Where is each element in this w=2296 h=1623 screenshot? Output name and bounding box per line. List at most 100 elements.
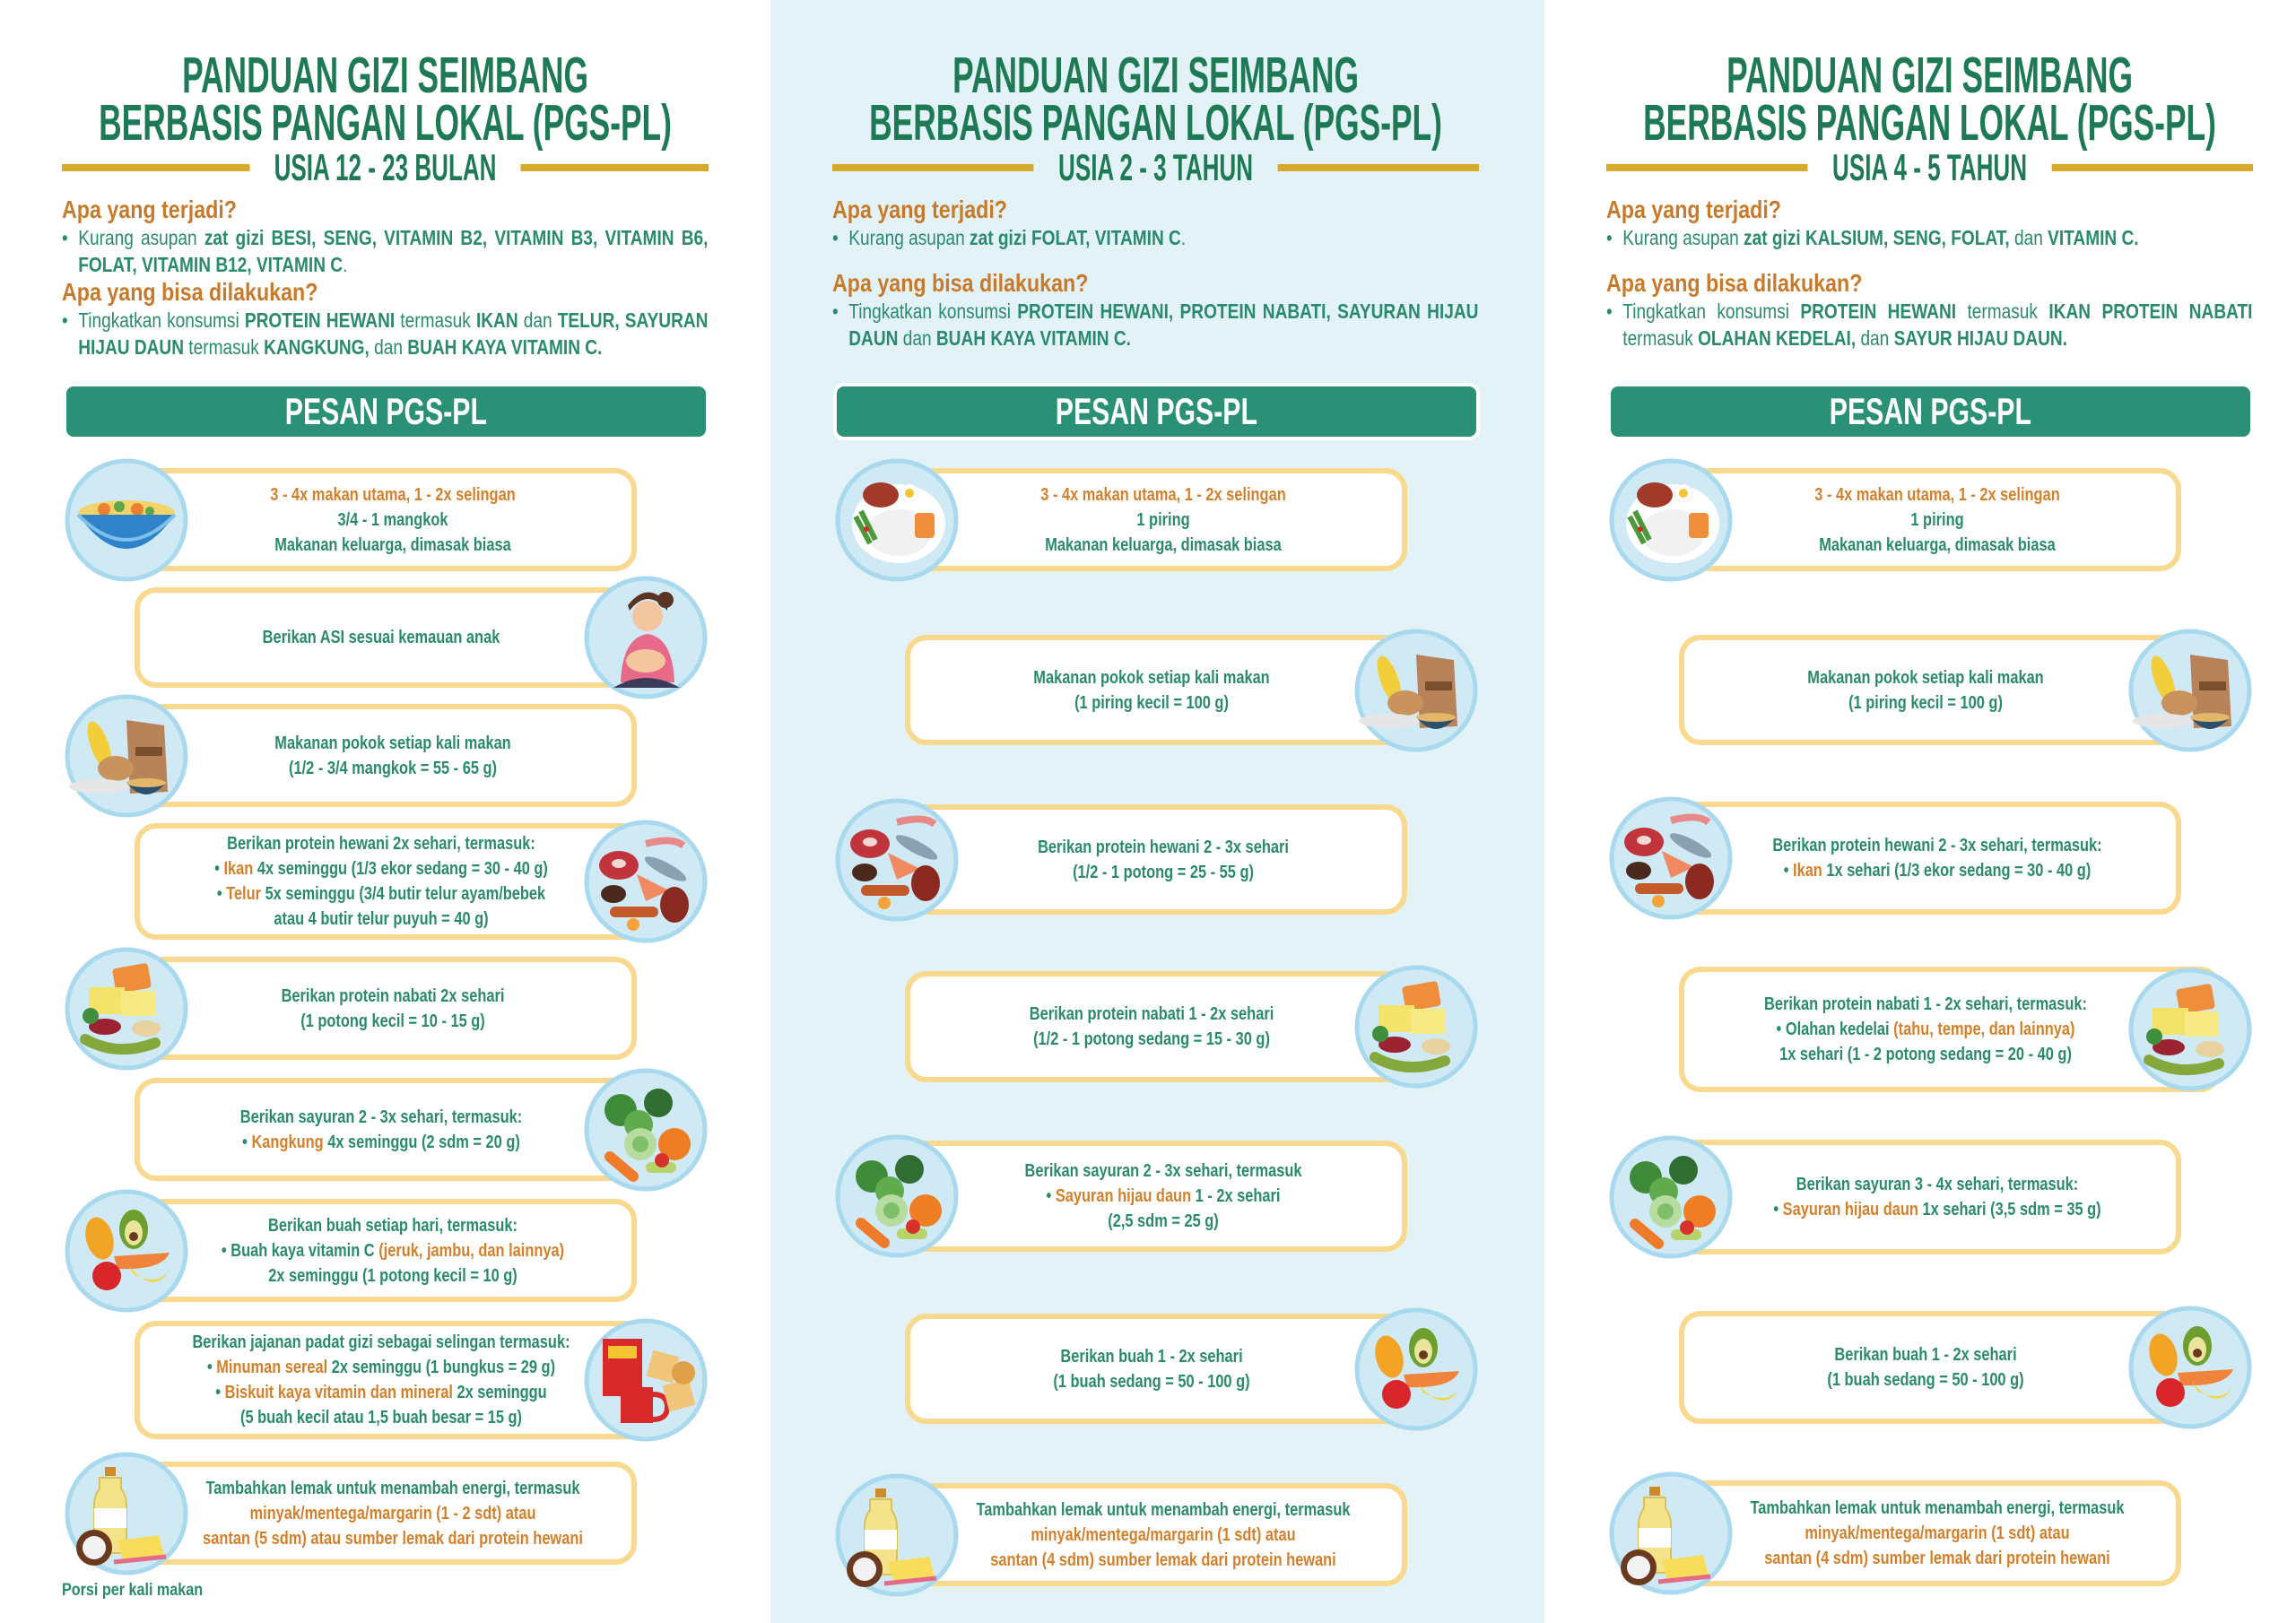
card-text: Tambahkan lemak untuk menambah energi, t… (1720, 1496, 2154, 1571)
answer-what-to-do: • Tingkatkan konsumsi PROTEIN HEWANI term… (62, 307, 708, 360)
text-segment: Berikan buah 1 - 2x sehari (1834, 1345, 2017, 1365)
text-segment: BUAH KAYA VITAMIN C. (407, 335, 603, 359)
card-text: Berikan sayuran 2 - 3x sehari, termasuk:… (164, 1105, 598, 1155)
text-segment: Ikan (223, 859, 254, 879)
text-segment: Kurang asupan (1622, 226, 1744, 249)
text-segment: Kangkung (251, 1132, 324, 1152)
text-segment: (2,5 sdm = 25 g) (1107, 1211, 1219, 1231)
answer-what-to-do: • Tingkatkan konsumsi PROTEIN HEWANI term… (1606, 298, 2252, 352)
text-segment: santan (4 sdm) sumber lemak dari protein… (989, 1549, 1336, 1570)
pesan-header-bar: PESAN PGS-PL (66, 386, 706, 437)
text-segment: (5 buah kecil atau 1,5 buah besar = 15 g… (239, 1408, 522, 1428)
card-text: Berikan protein hewani 2 - 3x sehari (1/2… (946, 835, 1380, 885)
card-line: • Buah kaya vitamin C (jeruk, jambu, dan… (176, 1238, 610, 1263)
text-segment: • (242, 1132, 252, 1152)
card-line: • Ikan 4x seminggu (1/3 ekor sedang = 30… (164, 856, 598, 881)
text-segment: PROTEIN HEWANI (244, 308, 396, 332)
plant-protein-icon (64, 946, 189, 1072)
meal-plate-icon (834, 457, 960, 583)
text-segment: 1 piring (1909, 509, 1964, 530)
age-range-row: USIA 2 - 3 TAHUN (832, 146, 1480, 188)
card-line: santan (4 sdm) sumber lemak dari protein… (946, 1548, 1380, 1573)
card-line: Berikan ASI sesuai kemauan anak (164, 625, 598, 650)
text-segment: KANGKUNG, (264, 335, 370, 359)
column-2-3-years: PANDUAN GIZI SEIMBANG BERBASIS PANGAN LOK… (770, 0, 1544, 1623)
card-line: (1/2 - 3/4 mangkok = 55 - 65 g) (176, 756, 610, 781)
text-segment: termasuk (1956, 299, 2049, 323)
message-card-staple-food: Makanan pokok setiap kali makan (1/2 - 3/… (99, 704, 637, 807)
text-segment: dan (517, 308, 558, 332)
card-line: Berikan protein hewani 2x sehari, termas… (164, 831, 598, 856)
text-segment: Berikan ASI sesuai kemauan anak (262, 628, 500, 647)
gold-divider (62, 164, 250, 171)
card-line: Berikan jajanan padat gizi sebagai selin… (164, 1330, 598, 1355)
card-line: Makanan pokok setiap kali makan (935, 665, 1369, 690)
text-segment: santan (5 sdm) atau sumber lemak dari pr… (202, 1528, 583, 1549)
text-segment: Berikan jajanan padat gizi sebagai selin… (192, 1332, 570, 1352)
card-line: 1x sehari (1 - 2 potong sedang = 20 - 40… (1709, 1042, 2143, 1067)
card-line: santan (5 sdm) atau sumber lemak dari pr… (176, 1526, 610, 1551)
vegetables-icon (583, 1067, 709, 1193)
breastfeeding-mother-icon (583, 575, 709, 700)
snacks-icon (583, 1317, 709, 1443)
column-4-5-years: PANDUAN GIZI SEIMBANG BERBASIS PANGAN LOK… (1544, 0, 2296, 1623)
card-line: 1 piring (1720, 508, 2154, 533)
message-card-vegetables: Berikan sayuran 3 - 4x sehari, termasuk:… (1643, 1140, 2181, 1254)
text-segment: Biskuit kaya vitamin dan mineral (224, 1383, 453, 1402)
title-line-2: BERBASIS PANGAN LOKAL (PGS-PL) (99, 94, 672, 152)
card-text: Berikan protein hewani 2 - 3x sehari, te… (1720, 833, 2154, 883)
text-segment: Berikan protein hewani 2 - 3x sehari (1037, 837, 1289, 857)
card-text: Berikan protein nabati 1 - 2x sehari (1/2… (935, 1002, 1369, 1052)
gold-divider (2051, 164, 2254, 171)
staple-food-icon (1353, 628, 1479, 753)
text-segment: Kurang asupan (848, 226, 970, 249)
text-segment: 4x seminggu (2 sdm = 20 g) (323, 1132, 520, 1152)
question-what-happened: Apa yang terjadi? (62, 195, 237, 223)
pesan-label: PESAN PGS-PL (284, 390, 488, 432)
card-line: Berikan protein hewani 2 - 3x sehari (946, 835, 1380, 860)
fats-icon (1608, 1471, 1734, 1596)
card-line: Berikan buah setiap hari, termasuk: (176, 1213, 610, 1238)
animal-protein-icon (834, 797, 960, 923)
text-segment: dan (369, 335, 408, 359)
staple-food-icon (2127, 628, 2253, 753)
question-what-to-do: Apa yang bisa dilakukan? (1606, 269, 1863, 297)
question-what-to-do: Apa yang bisa dilakukan? (62, 278, 318, 306)
text-segment: Berikan sayuran 2 - 3x sehari, termasuk (1023, 1161, 1302, 1181)
staple-food-icon (64, 693, 189, 819)
text-segment: 2x seminggu (452, 1383, 547, 1402)
card-line: Berikan protein nabati 1 - 2x sehari, te… (1709, 992, 2143, 1017)
text-segment: 1x sehari (1/3 ekor sedang = 30 - 40 g) (1822, 861, 2091, 881)
text-segment: zat gizi FOLAT, VITAMIN C (970, 226, 1181, 249)
text-segment: • (1783, 861, 1793, 881)
text-segment: (1 potong kecil = 10 - 15 g) (300, 1011, 485, 1031)
card-text: 3 - 4x makan utama, 1 - 2x selingan 3/4 -… (176, 482, 610, 558)
card-line: (1 buah sedang = 50 - 100 g) (1709, 1367, 2143, 1393)
text-segment: 3/4 - 1 mangkok (336, 509, 448, 530)
text-segment: (1/2 - 1 potong sedang = 15 - 30 g) (1033, 1029, 1270, 1049)
text-segment: Telur (226, 884, 262, 904)
card-text: Makanan pokok setiap kali makan (1 piring… (1709, 665, 2143, 716)
card-line: Tambahkan lemak untuk menambah energi, t… (1720, 1496, 2154, 1521)
card-line: Tambahkan lemak untuk menambah energi, t… (946, 1497, 1380, 1523)
text-segment: zat gizi BESI, SENG, VITAMIN B2, VITAMIN… (78, 226, 709, 276)
age-range: USIA 2 - 3 TAHUN (1058, 146, 1254, 188)
text-segment: Makanan keluarga, dimasak biasa (1818, 534, 2056, 555)
text-segment: Kurang asupan (78, 226, 204, 249)
card-line: (1 piring kecil = 100 g) (935, 690, 1369, 716)
text-segment: 1 piring (1135, 509, 1190, 530)
text-segment: 2x seminggu (1 potong kecil = 10 g) (267, 1265, 517, 1286)
text-segment: 3 - 4x makan utama, 1 - 2x selingan (1039, 484, 1286, 505)
bullet: • (62, 226, 68, 249)
text-segment: Berikan protein nabati 2x sehari (281, 985, 504, 1006)
text-segment: Makanan pokok setiap kali makan (1033, 667, 1270, 688)
card-text: Tambahkan lemak untuk menambah energi, t… (946, 1497, 1380, 1573)
text-segment: (jeruk, jambu, dan lainnya) (378, 1240, 564, 1261)
gold-divider (520, 164, 709, 171)
text-segment: Tambahkan lemak untuk menambah energi, t… (1749, 1498, 2125, 1518)
bullet: • (832, 299, 839, 323)
text-segment: OLAHAN KEDELAI, (1698, 326, 1857, 350)
text-segment: • (214, 859, 224, 879)
title-line-2: BERBASIS PANGAN LOKAL (PGS-PL) (869, 94, 1442, 152)
card-line: (1 piring kecil = 100 g) (1709, 690, 2143, 716)
